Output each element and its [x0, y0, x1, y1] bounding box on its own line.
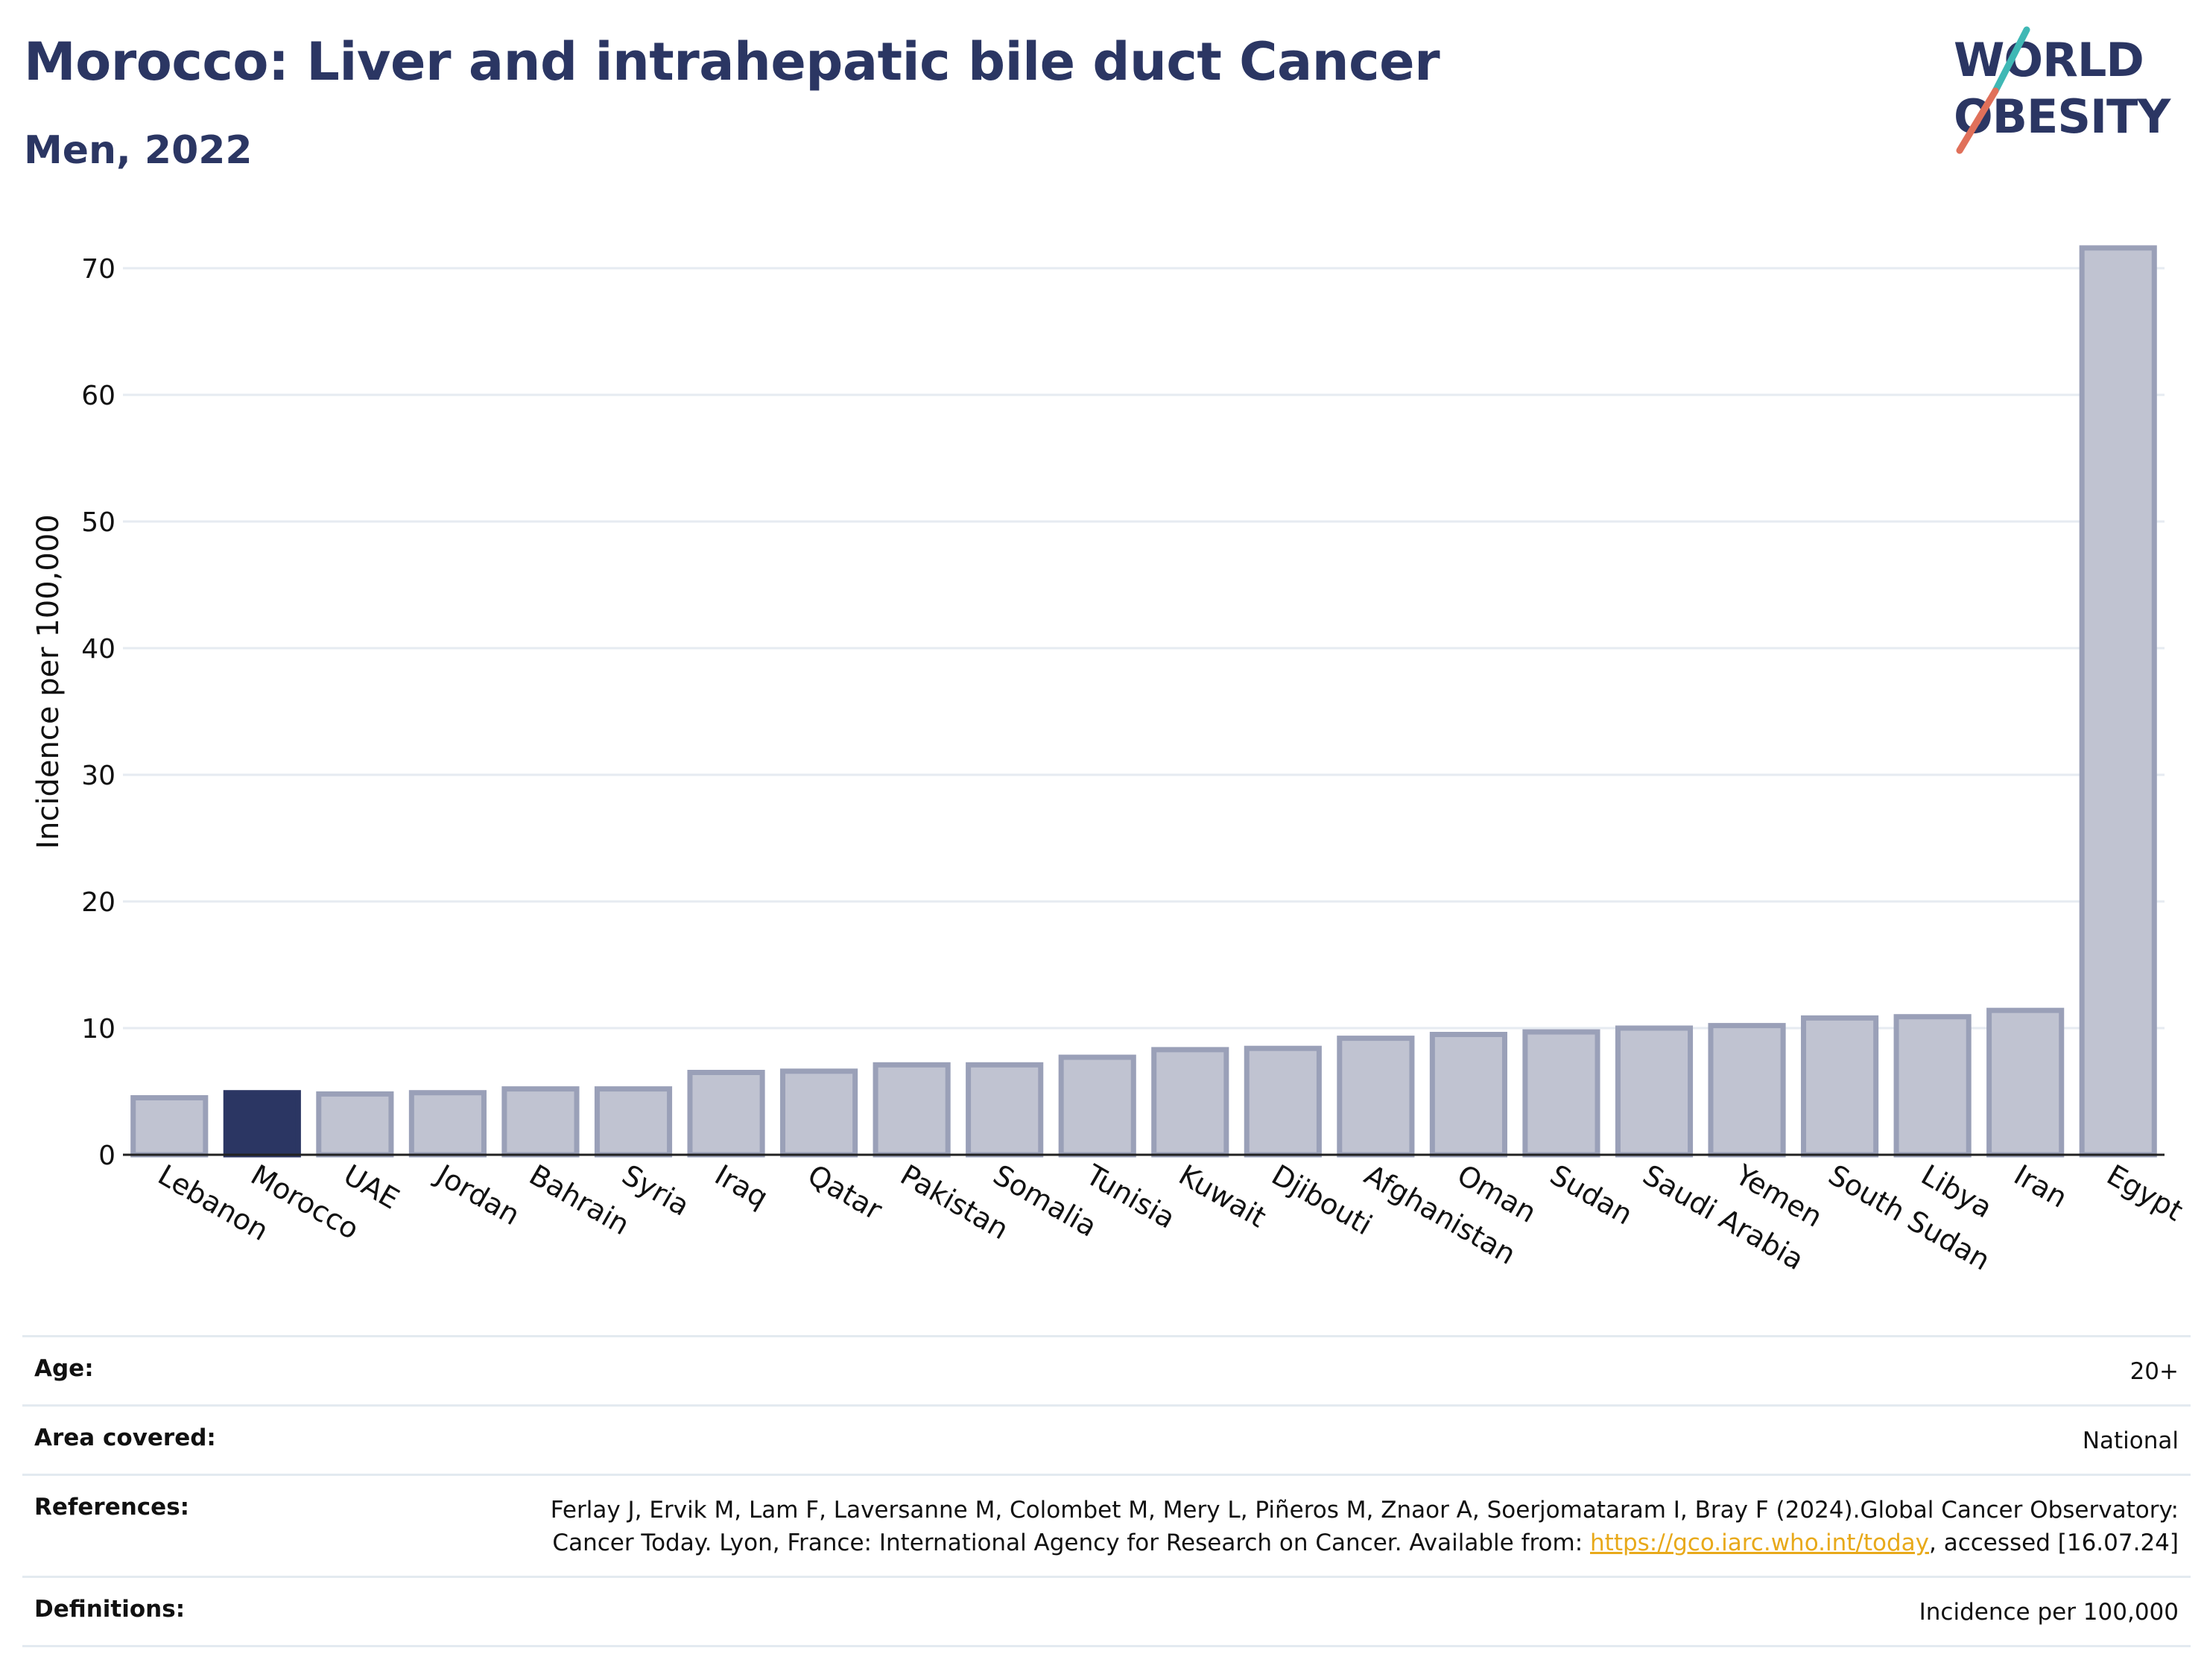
age-value: 20+ [2129, 1358, 2179, 1385]
bar-saudi-arabia [1615, 1025, 1694, 1158]
x-tick-label: Djibouti [1266, 1158, 1378, 1242]
x-tick-label: Kuwait [1174, 1158, 1272, 1234]
bar-afghanistan [1337, 1036, 1415, 1158]
y-tick-labels: 0 10 20 30 40 50 60 70 [81, 254, 115, 1171]
bar-iran [1986, 1007, 2065, 1158]
y-tick-label: 50 [81, 507, 115, 538]
bar-djibouti [1244, 1045, 1322, 1158]
references-label: References: [34, 1494, 190, 1521]
bar-tunisia [1058, 1054, 1136, 1158]
y-tick-label: 60 [81, 381, 115, 411]
references-value: Ferlay J, Ervik M, Lam F, Laversanne M, … [465, 1494, 2179, 1559]
grid-lines [123, 267, 2165, 1030]
meta-row-area: Area covered: National [22, 1404, 2191, 1474]
age-label: Age: [34, 1355, 94, 1382]
definitions-label: Definitions: [34, 1596, 186, 1623]
x-tick-label: Bahrain [524, 1158, 635, 1242]
area-value: National [2082, 1427, 2179, 1454]
y-tick-label: 10 [81, 1014, 115, 1045]
area-label: Area covered: [34, 1424, 216, 1451]
bar-egypt [2079, 245, 2157, 1158]
y-tick-label: 40 [81, 634, 115, 665]
references-accessed: , accessed [16.07.24] [1928, 1530, 2179, 1556]
bar-uae [316, 1091, 394, 1158]
bar-pakistan [873, 1062, 951, 1158]
bar-somalia [966, 1062, 1044, 1158]
meta-row-age: Age: 20+ [22, 1335, 2191, 1404]
bar-yemen [1708, 1023, 1786, 1158]
bar-oman [1429, 1032, 1507, 1158]
page-title: Morocco: Liver and intrahepatic bile duc… [24, 31, 1440, 92]
bar-kuwait [1151, 1047, 1229, 1158]
x-tick-label: Jordan [430, 1158, 525, 1232]
y-tick-label: 30 [81, 761, 115, 791]
bar-south-sudan [1801, 1015, 1879, 1158]
x-tick-label: Iran [2009, 1158, 2073, 1214]
page-subtitle: Men, 2022 [24, 128, 253, 173]
bar-bahrain [501, 1086, 580, 1158]
meta-row-definitions: Definitions: Incidence per 100,000 [22, 1576, 2191, 1647]
bar-qatar [780, 1068, 858, 1158]
x-tick-label: Qatar [802, 1158, 888, 1227]
world-obesity-logo: WORLD OBESITY [1954, 26, 2172, 154]
y-tick-label: 20 [81, 887, 115, 918]
bar-sudan [1522, 1029, 1600, 1158]
y-axis-title: Incidence per 100,000 [31, 514, 66, 849]
references-link[interactable]: https://gco.iarc.who.int/today [1590, 1530, 1929, 1556]
bar-syria [594, 1086, 673, 1158]
x-tick-label: Sudan [1545, 1158, 1638, 1232]
x-tick-label: UAE [338, 1158, 405, 1216]
bar-jordan [408, 1090, 487, 1158]
y-tick-label: 70 [81, 254, 115, 285]
bar-lebanon [130, 1095, 209, 1158]
y-tick-label: 0 [98, 1141, 115, 1171]
bars [130, 245, 2157, 1158]
x-tick-label: Iraq [709, 1158, 773, 1214]
bar-libya [1893, 1014, 1972, 1158]
metadata-table: Age: 20+ Area covered: National Referenc… [22, 1335, 2191, 1647]
bar-iraq [687, 1070, 765, 1158]
bar-morocco [223, 1090, 301, 1158]
references-text: Ferlay J, Ervik M, Lam F, Laversanne M, … [550, 1497, 2179, 1556]
x-tick-label: Egypt [2101, 1158, 2188, 1228]
definitions-value: Incidence per 100,000 [1919, 1599, 2179, 1626]
meta-row-references: References: Ferlay J, Ervik M, Lam F, La… [22, 1474, 2191, 1576]
svg-text:WORLD: WORLD [1954, 33, 2144, 87]
